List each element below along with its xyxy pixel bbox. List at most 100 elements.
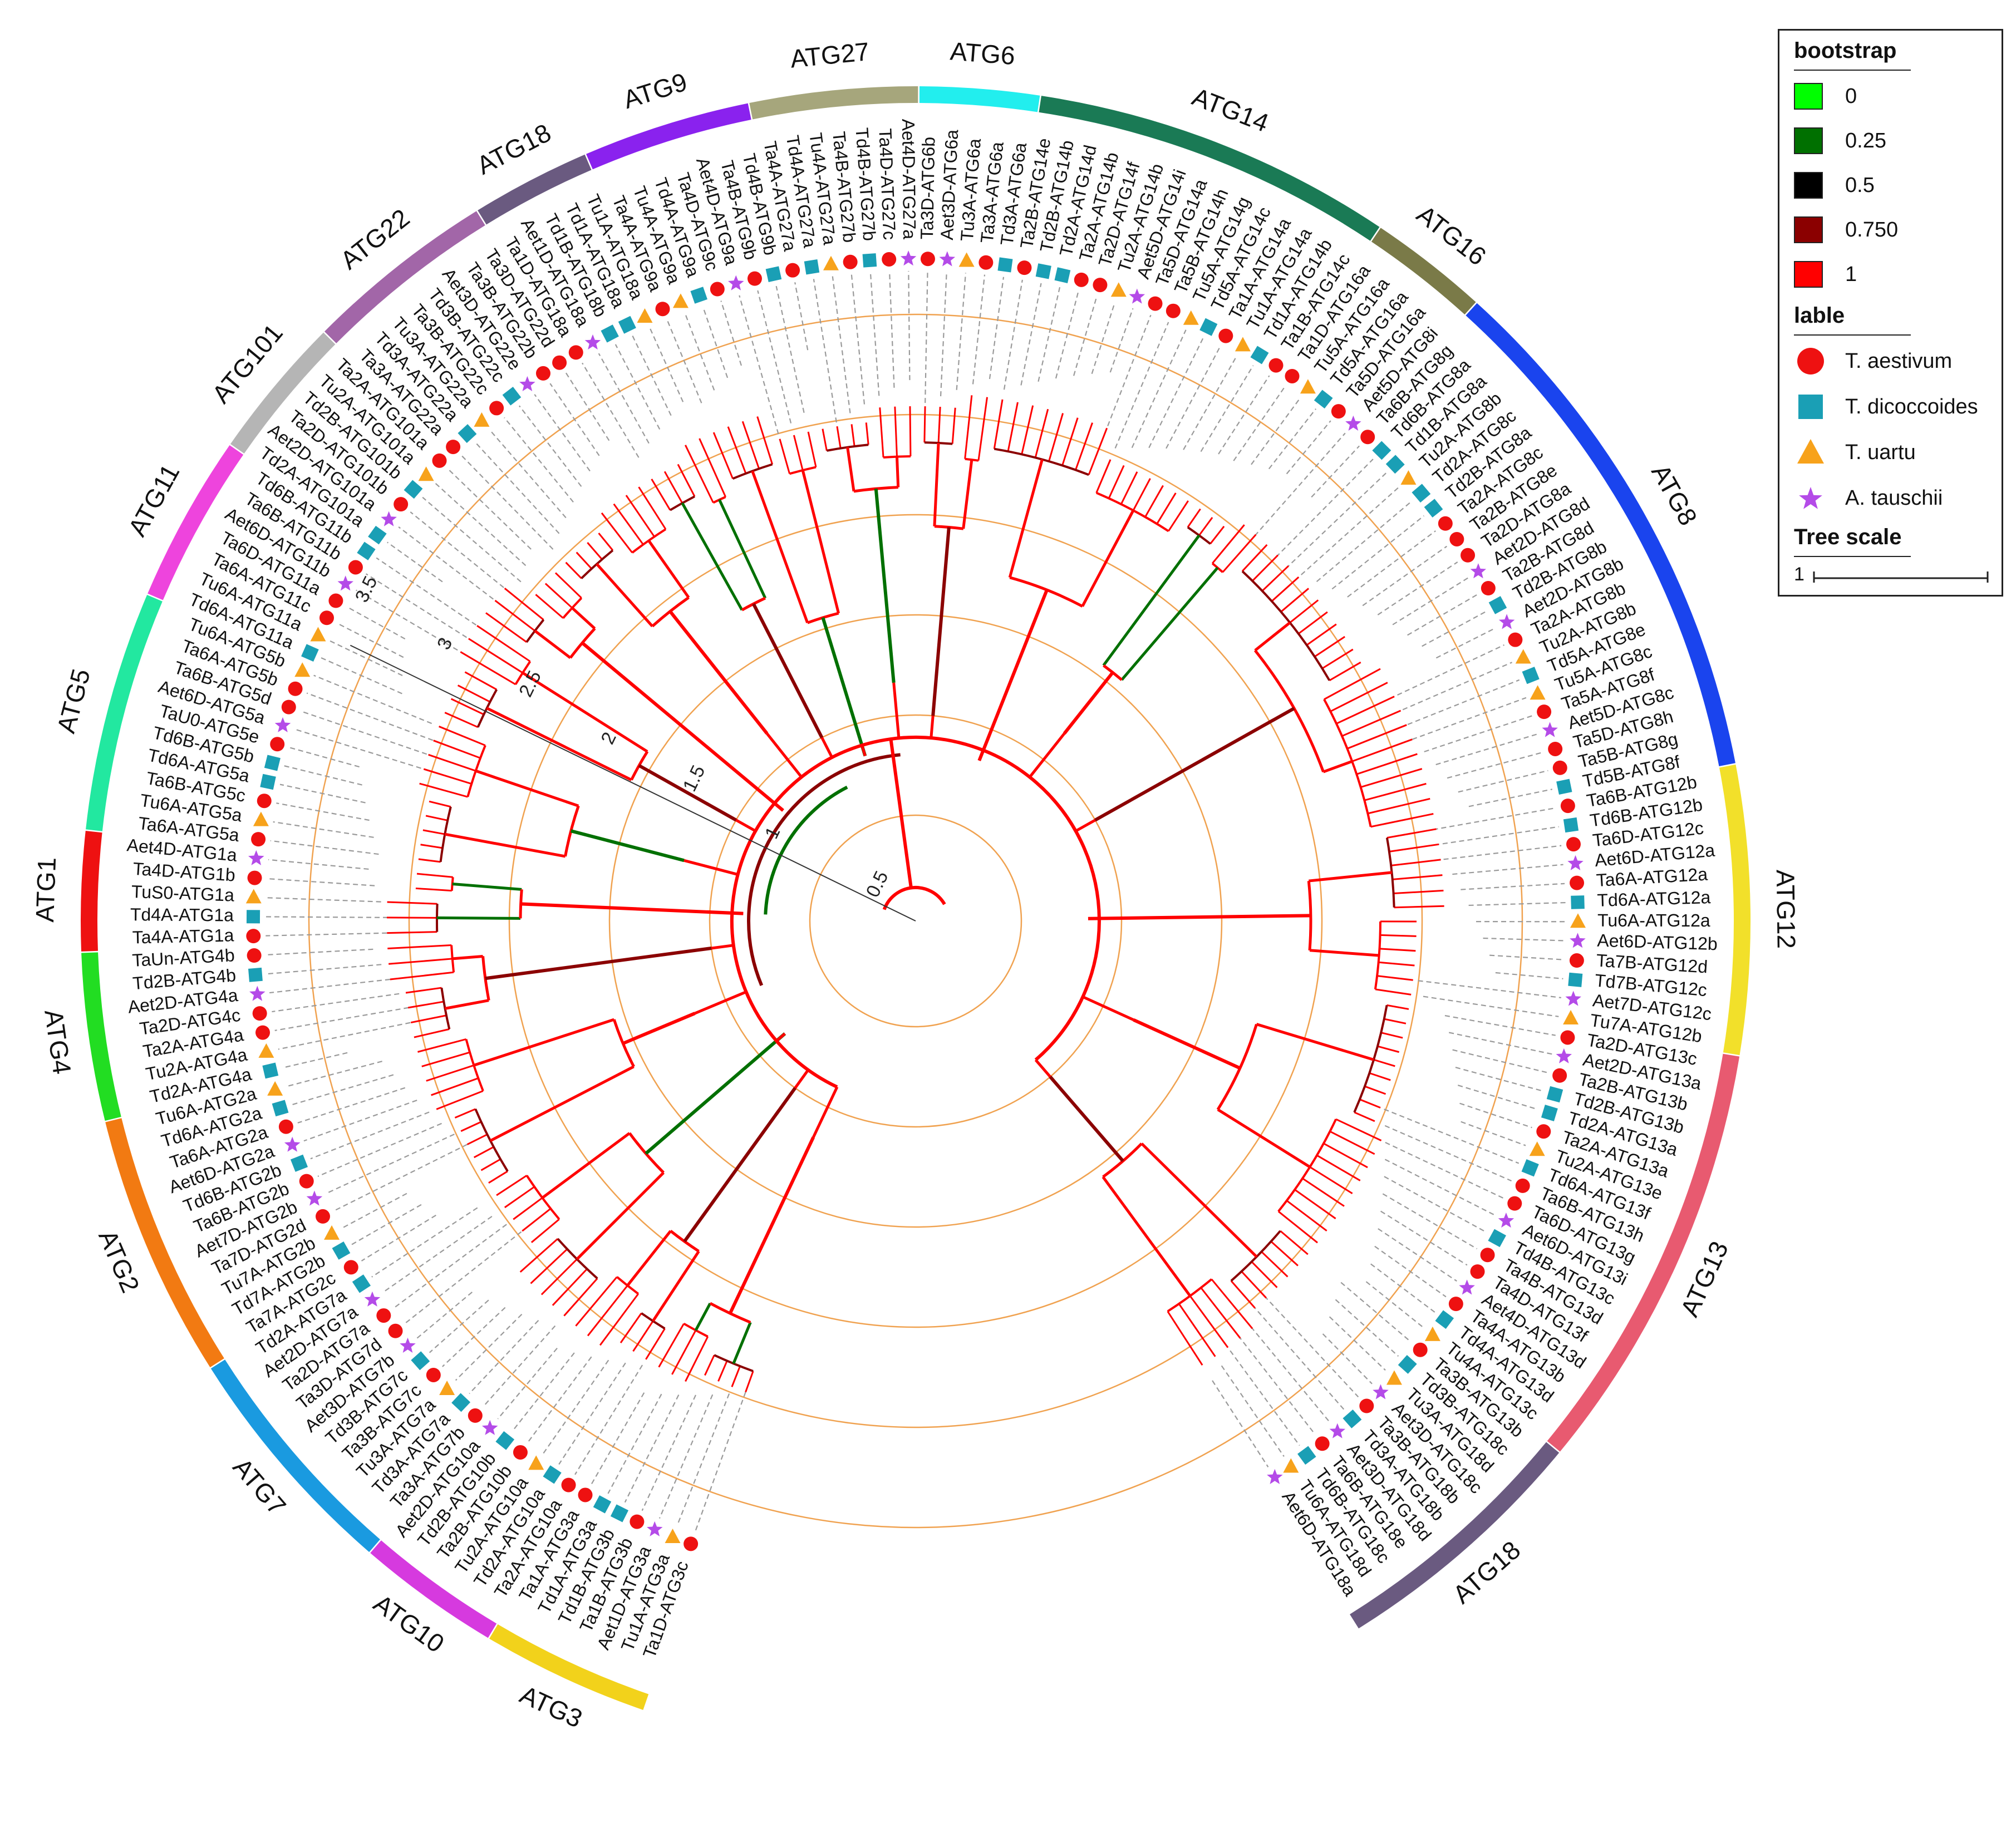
- tip-branch: [850, 424, 855, 447]
- leaf-guide: [1461, 1121, 1526, 1146]
- tip-branch: [1156, 492, 1177, 525]
- leaf-guide: [1449, 1032, 1552, 1055]
- tip-branch: [1048, 413, 1064, 462]
- tip-branch: [894, 406, 898, 457]
- backbone-stem: [812, 1086, 839, 1138]
- tip-branch: [504, 588, 544, 620]
- scale-tick-label: 2.5: [515, 667, 545, 700]
- legend-bootstrap-row: 0.750: [1794, 214, 1898, 245]
- leaf-guide: [356, 589, 480, 664]
- subclade-stem: [1120, 566, 1219, 681]
- leaf-guide: [1461, 883, 1565, 890]
- tauschii-marker-icon: [1373, 1384, 1389, 1400]
- leaf-guide: [641, 1395, 696, 1511]
- leaf-label: Ta4A-ATG1a: [132, 925, 234, 947]
- tip-branch: [387, 944, 452, 949]
- scale-ring: [608, 614, 1223, 1228]
- aestivum-marker-icon: [1413, 1342, 1428, 1357]
- leaf-guide: [1230, 1350, 1300, 1446]
- aestivum-marker-icon: [1315, 1436, 1330, 1451]
- clade-stem: [1049, 1076, 1124, 1162]
- legend-bootstrap-row: 1: [1794, 259, 1857, 290]
- tip-branch: [1370, 812, 1434, 828]
- tip-branch: [1329, 661, 1361, 682]
- leaf-guide: [365, 573, 481, 647]
- tip-branch: [576, 551, 592, 570]
- leaf-guide: [455, 1313, 523, 1381]
- bootstrap-label: 0.25: [1845, 129, 1886, 152]
- dicoccoides-marker-icon: [451, 1393, 471, 1412]
- leaf-guide: [1385, 1142, 1504, 1199]
- dicoccoides-marker-icon: [1568, 972, 1583, 987]
- tip-branch: [1108, 465, 1125, 499]
- scale-tick-label: 1: [761, 824, 784, 842]
- tip-branch: [450, 698, 484, 716]
- leaf-guide: [676, 1393, 730, 1526]
- tip-branch: [407, 1001, 444, 1009]
- leaf-guide: [1495, 972, 1563, 979]
- dicoccoides-marker-icon: [260, 773, 276, 790]
- bootstrap-swatch: [1794, 261, 1823, 288]
- subclade-stem: [444, 832, 566, 858]
- leaf-guide: [1483, 937, 1566, 942]
- dicoccoides-marker-icon: [1035, 263, 1051, 279]
- aestivum-marker-icon: [1074, 272, 1089, 287]
- leaf-guide: [1378, 1228, 1457, 1282]
- leaf-guide: [1384, 1108, 1520, 1164]
- leaf-guide: [1423, 996, 1559, 1017]
- group-label: ATG2: [93, 1226, 145, 1297]
- group-label: ATG11: [122, 459, 185, 541]
- tip-branch: [1377, 1045, 1400, 1053]
- tip-branch: [530, 1248, 568, 1284]
- tauschii-marker-icon: [1498, 614, 1515, 629]
- leaf-guide: [1251, 397, 1301, 465]
- tip-branch: [1373, 1058, 1395, 1067]
- tip-branch: [645, 1328, 666, 1360]
- group-band: [105, 1118, 224, 1368]
- aestivum-marker-icon: [920, 252, 935, 267]
- dicoccoides-marker-icon: [1571, 895, 1585, 909]
- tip-branch: [964, 395, 973, 459]
- leaf-guide: [1148, 337, 1204, 449]
- group-band: [489, 1624, 649, 1710]
- legend-species-row: T. uartu: [1794, 437, 1916, 468]
- subclade-stem: [596, 563, 653, 628]
- leaf-guide: [607, 1393, 662, 1494]
- leaf-guide: [518, 405, 582, 487]
- group-band: [1371, 228, 1476, 315]
- backbone-stem: [684, 859, 739, 876]
- uartu-marker-icon: [1530, 685, 1546, 700]
- uartu-marker-icon: [672, 293, 689, 308]
- subclade-stem: [652, 1250, 700, 1322]
- tip-branch: [937, 406, 941, 444]
- dicoccoides-marker-icon: [1521, 1159, 1539, 1177]
- clade-stem: [520, 902, 744, 915]
- tip-branch: [1209, 525, 1225, 545]
- leaf-guide: [1382, 1193, 1478, 1250]
- bootstrap-swatch: [1794, 83, 1823, 110]
- tip-branch: [522, 1208, 552, 1232]
- tip-branch: [1316, 1154, 1361, 1181]
- uartu-marker-icon: [439, 1381, 455, 1396]
- aestivum-marker-icon: [561, 1477, 576, 1492]
- aestivum-marker-icon: [246, 929, 261, 944]
- tip-branch: [1075, 422, 1093, 470]
- tauschii-marker-icon: [584, 334, 601, 350]
- tip-branch: [1368, 797, 1430, 815]
- aestivum-marker-icon: [1331, 404, 1346, 419]
- tip-branch: [1335, 1118, 1382, 1141]
- legend-species-row: T. aestivum: [1794, 346, 1952, 377]
- tip-branch: [389, 958, 453, 965]
- subclade-arc: [1211, 562, 1224, 573]
- leaf-guide: [1183, 355, 1237, 450]
- tip-branch: [807, 431, 817, 467]
- dicoccoides-marker-icon: [1398, 1355, 1417, 1374]
- leaf-guide: [1387, 662, 1512, 717]
- tip-branch: [1379, 948, 1416, 952]
- leaf-guide: [1200, 365, 1254, 452]
- leaf-guide: [658, 1394, 714, 1519]
- legend-bootstrap-row: 0: [1794, 81, 1857, 112]
- tauschii-marker-icon: [364, 1291, 381, 1307]
- uartu-marker-icon: [1515, 649, 1531, 664]
- tip-branch: [1095, 459, 1112, 494]
